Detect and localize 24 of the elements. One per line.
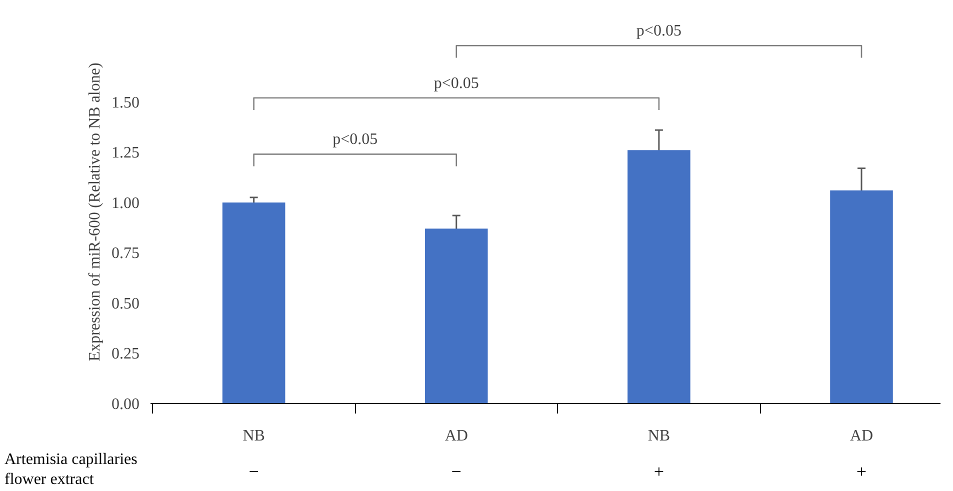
text: p<0.05: [636, 22, 682, 40]
text: −: [451, 462, 462, 482]
text: −: [248, 462, 259, 482]
x-tick-label: NB: [242, 428, 265, 444]
x-tick-label: AD: [444, 428, 468, 444]
text: p<0.05: [434, 74, 479, 92]
y-tick-label: 0.00: [112, 396, 140, 413]
y-tick-label: 0.75: [112, 245, 140, 262]
y-tick-label: 1.25: [112, 144, 140, 162]
bar: [628, 150, 690, 404]
text: +: [654, 462, 664, 482]
y-axis-title: Expression of miR-600 (Relative to NB alone): [86, 62, 104, 362]
y-tick-label: 0.25: [112, 346, 140, 363]
x-tick-label: AD: [850, 428, 874, 444]
bar: [830, 190, 893, 404]
y-tick-label: 0.50: [112, 295, 140, 312]
y-tick-label: 1.00: [112, 194, 140, 212]
y-tick-label: 1.50: [112, 94, 140, 112]
text: +: [856, 462, 867, 482]
x-tick-label: NB: [648, 428, 670, 444]
bar: [424, 228, 488, 404]
text: Artemisia capillaries flower extract: [4, 450, 138, 488]
annotation: p<0.05: [332, 131, 378, 148]
bar: [222, 202, 286, 404]
